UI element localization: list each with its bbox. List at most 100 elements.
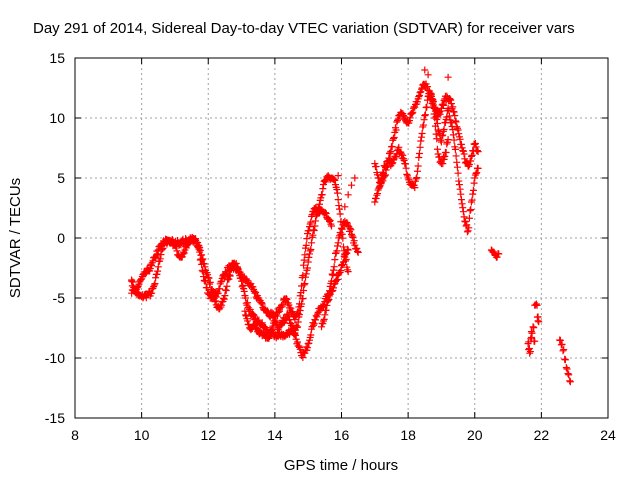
data-point	[298, 300, 306, 308]
data-point	[205, 274, 213, 282]
data-point	[274, 308, 282, 316]
data-point	[451, 117, 459, 125]
data-point	[373, 191, 381, 199]
data-point	[344, 191, 352, 199]
data-point	[464, 227, 472, 235]
data-point	[409, 104, 417, 112]
data-point	[473, 147, 481, 155]
data-point	[332, 276, 340, 284]
data-point	[154, 246, 162, 254]
data-point	[371, 198, 379, 206]
data-point	[354, 248, 362, 256]
data-point	[456, 185, 464, 193]
data-point	[294, 338, 302, 346]
data-point	[420, 116, 428, 124]
data-point	[353, 247, 361, 255]
y-tick-label: 0	[57, 230, 65, 246]
data-point	[449, 126, 457, 134]
data-point	[399, 155, 407, 163]
data-point	[445, 95, 453, 103]
data-point	[529, 323, 537, 331]
data-point	[318, 323, 326, 331]
data-point	[349, 233, 357, 241]
data-point	[196, 246, 204, 254]
data-point	[452, 152, 460, 160]
data-point	[415, 92, 423, 100]
data-point	[182, 244, 190, 252]
data-point	[472, 143, 480, 151]
data-point	[488, 247, 496, 255]
data-point	[300, 281, 308, 289]
data-point	[309, 231, 317, 239]
data-point	[450, 108, 458, 116]
data-point	[264, 334, 272, 342]
data-point	[337, 230, 345, 238]
data-point	[423, 83, 431, 91]
data-point	[336, 205, 344, 213]
data-point	[372, 194, 380, 202]
data-point	[320, 315, 328, 323]
data-point	[258, 300, 266, 308]
data-point	[415, 93, 423, 101]
data-point	[469, 190, 477, 198]
data-point	[442, 148, 450, 156]
data-point	[353, 244, 361, 252]
data-point	[450, 136, 458, 144]
data-point	[414, 162, 422, 170]
data-point	[151, 280, 159, 288]
data-point	[195, 242, 203, 250]
data-point	[198, 256, 206, 264]
data-point	[302, 241, 310, 249]
data-point	[526, 349, 534, 357]
data-point	[373, 190, 381, 198]
data-point	[241, 307, 249, 315]
data-point	[242, 275, 250, 283]
data-point	[214, 289, 222, 297]
data-point	[389, 135, 397, 143]
data-point	[323, 301, 331, 309]
data-point	[203, 284, 211, 292]
y-tick-label: -10	[45, 350, 65, 366]
data-point	[305, 253, 313, 261]
data-point	[206, 280, 214, 288]
data-point	[387, 147, 395, 155]
data-point	[437, 136, 445, 144]
data-point	[394, 115, 402, 123]
data-point	[430, 110, 438, 118]
data-point	[455, 177, 463, 185]
data-point	[563, 365, 571, 373]
data-point	[314, 204, 322, 212]
data-point	[222, 270, 230, 278]
data-point	[242, 294, 250, 302]
data-point	[326, 216, 334, 224]
data-point	[303, 235, 311, 243]
data-point	[458, 200, 466, 208]
data-point	[418, 129, 426, 137]
data-point	[222, 286, 230, 294]
data-point	[403, 170, 411, 178]
x-tick-label: 18	[400, 427, 416, 443]
data-point	[528, 329, 536, 337]
data-point	[431, 114, 439, 122]
data-point	[439, 131, 447, 139]
data-point	[200, 273, 208, 281]
data-point	[304, 344, 312, 352]
data-point	[326, 287, 334, 295]
data-point	[446, 95, 454, 103]
data-point	[299, 295, 307, 303]
data-point	[411, 184, 419, 192]
data-point	[439, 101, 447, 109]
x-tick-label: 16	[334, 427, 350, 443]
data-point	[292, 322, 300, 330]
data-point	[413, 167, 421, 175]
data-point	[379, 168, 387, 176]
data-point	[306, 247, 314, 255]
data-point	[336, 210, 344, 218]
data-point	[469, 186, 477, 194]
data-point	[415, 153, 423, 161]
data-point	[300, 256, 308, 264]
x-tick-label: 10	[134, 427, 150, 443]
data-point	[495, 250, 503, 258]
data-point	[234, 264, 242, 272]
data-points	[128, 66, 574, 386]
